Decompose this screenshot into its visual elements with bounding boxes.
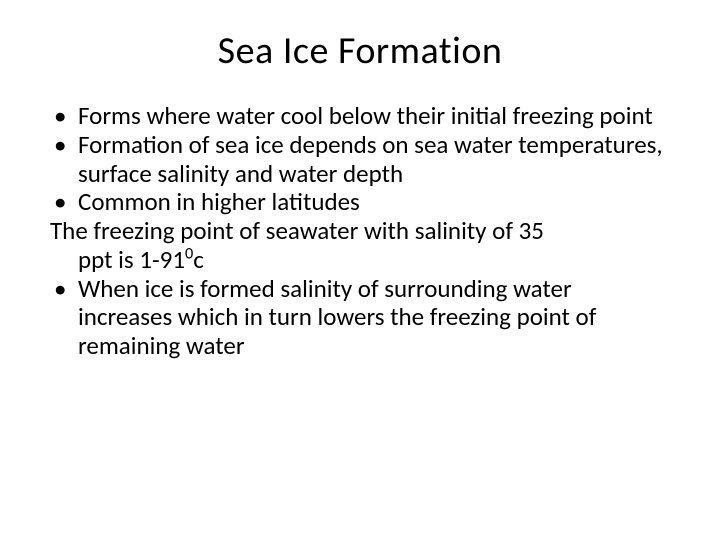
- body-line-pre: ppt is 1-91: [78, 244, 185, 275]
- bullet-item: When ice is formed salinity of surroundi…: [50, 275, 670, 361]
- slide-body: Forms where water cool below their initi…: [50, 102, 670, 361]
- bullet-list: Forms where water cool below their initi…: [50, 102, 670, 361]
- bullet-item: Formation of sea ice depends on sea wate…: [50, 131, 670, 189]
- bullet-item: Common in higher latitudes: [50, 188, 670, 217]
- slide: Sea Ice Formation Forms where water cool…: [0, 0, 720, 540]
- body-line-part2: ppt is 1-910c: [50, 246, 670, 275]
- body-line-part1: The freezing point of seawater with sali…: [50, 215, 544, 246]
- body-line-post: c: [193, 244, 204, 275]
- body-line: The freezing point of seawater with sali…: [50, 217, 670, 275]
- bullet-item: Forms where water cool below their initi…: [50, 102, 670, 131]
- slide-title: Sea Ice Formation: [50, 28, 670, 74]
